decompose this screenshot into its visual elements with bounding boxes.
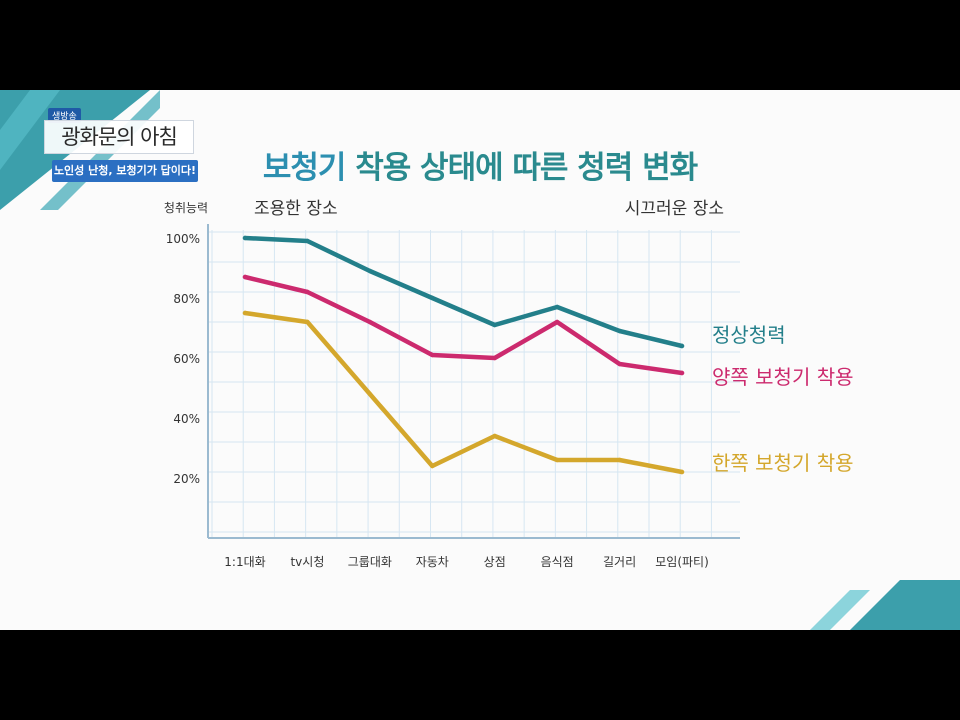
y-tick-label: 40% bbox=[173, 412, 200, 426]
data-point bbox=[554, 319, 560, 325]
data-point bbox=[492, 322, 497, 328]
legend-label-3: 한쪽 보청기 착용 bbox=[712, 451, 854, 475]
chart-title-accent: 보청기 bbox=[262, 150, 347, 186]
data-point bbox=[242, 235, 248, 241]
data-point bbox=[617, 457, 622, 463]
x-tick-label: 모임(파티) bbox=[655, 555, 709, 569]
chart-title-rest: 착용 상태에 따른 청력 변화 bbox=[345, 150, 698, 186]
annotation-noisy-place: 시끄러운 장소 bbox=[625, 199, 724, 219]
data-point bbox=[679, 343, 685, 349]
series-line-1 bbox=[242, 235, 685, 349]
data-point bbox=[242, 274, 248, 280]
data-point bbox=[430, 352, 435, 358]
y-tick-label: 100% bbox=[166, 232, 200, 246]
x-tick-label: 그룹대화 bbox=[348, 555, 392, 569]
series-line-2 bbox=[242, 274, 685, 376]
data-point bbox=[554, 304, 560, 310]
y-tick-label: 60% bbox=[173, 352, 200, 366]
y-tick-label: 80% bbox=[173, 292, 200, 306]
x-tick-label: 길거리 bbox=[603, 555, 636, 569]
corner-stripes-bottom-right bbox=[810, 580, 960, 630]
x-tick-label: 음식점 bbox=[541, 555, 574, 569]
data-point bbox=[617, 328, 622, 334]
x-tick-label: tv시청 bbox=[290, 555, 324, 569]
line-chart: 청취능력 20% 40% 60% 80% 100% 1:1대화 tv시청 그룹대화 자동차 상점 음식… bbox=[164, 199, 854, 569]
data-point bbox=[492, 433, 497, 439]
x-tick-label: 상점 bbox=[484, 555, 506, 569]
show-logo: 생방송 광화문의 아침 노인성 난청, 보청기가 답이다! bbox=[38, 104, 198, 186]
data-point bbox=[242, 310, 248, 316]
data-point bbox=[617, 361, 622, 367]
data-point bbox=[679, 469, 685, 475]
live-tag: 생방송 bbox=[48, 108, 81, 123]
show-title: 광화문의 아침 bbox=[44, 120, 194, 154]
data-point bbox=[367, 391, 373, 397]
annotation-quiet-place: 조용한 장소 bbox=[254, 199, 338, 219]
legend-label-1: 정상청력 bbox=[712, 323, 786, 347]
data-point bbox=[430, 463, 435, 469]
chart-title: 보청기 착용 상태에 따른 청력 변화 bbox=[0, 142, 960, 187]
data-point bbox=[305, 319, 310, 325]
data-point bbox=[492, 355, 497, 361]
y-tick-label: 20% bbox=[173, 472, 200, 486]
data-point bbox=[305, 238, 310, 244]
data-point bbox=[367, 319, 373, 325]
data-point bbox=[554, 457, 560, 463]
episode-caption: 노인성 난청, 보청기가 답이다! bbox=[52, 160, 198, 182]
x-tick-label: 자동차 bbox=[416, 555, 449, 569]
y-axis-label: 청취능력 bbox=[164, 201, 208, 215]
x-tick-label: 1:1대화 bbox=[224, 555, 265, 569]
data-point bbox=[679, 370, 685, 376]
data-point bbox=[367, 268, 373, 274]
data-point bbox=[430, 295, 435, 301]
data-point bbox=[305, 289, 310, 295]
chart-frame: 생방송 광화문의 아침 노인성 난청, 보청기가 답이다! 보청기 착용 상태에… bbox=[0, 90, 960, 630]
legend-label-2: 양쪽 보청기 착용 bbox=[712, 365, 854, 389]
series-line-3 bbox=[242, 310, 685, 475]
